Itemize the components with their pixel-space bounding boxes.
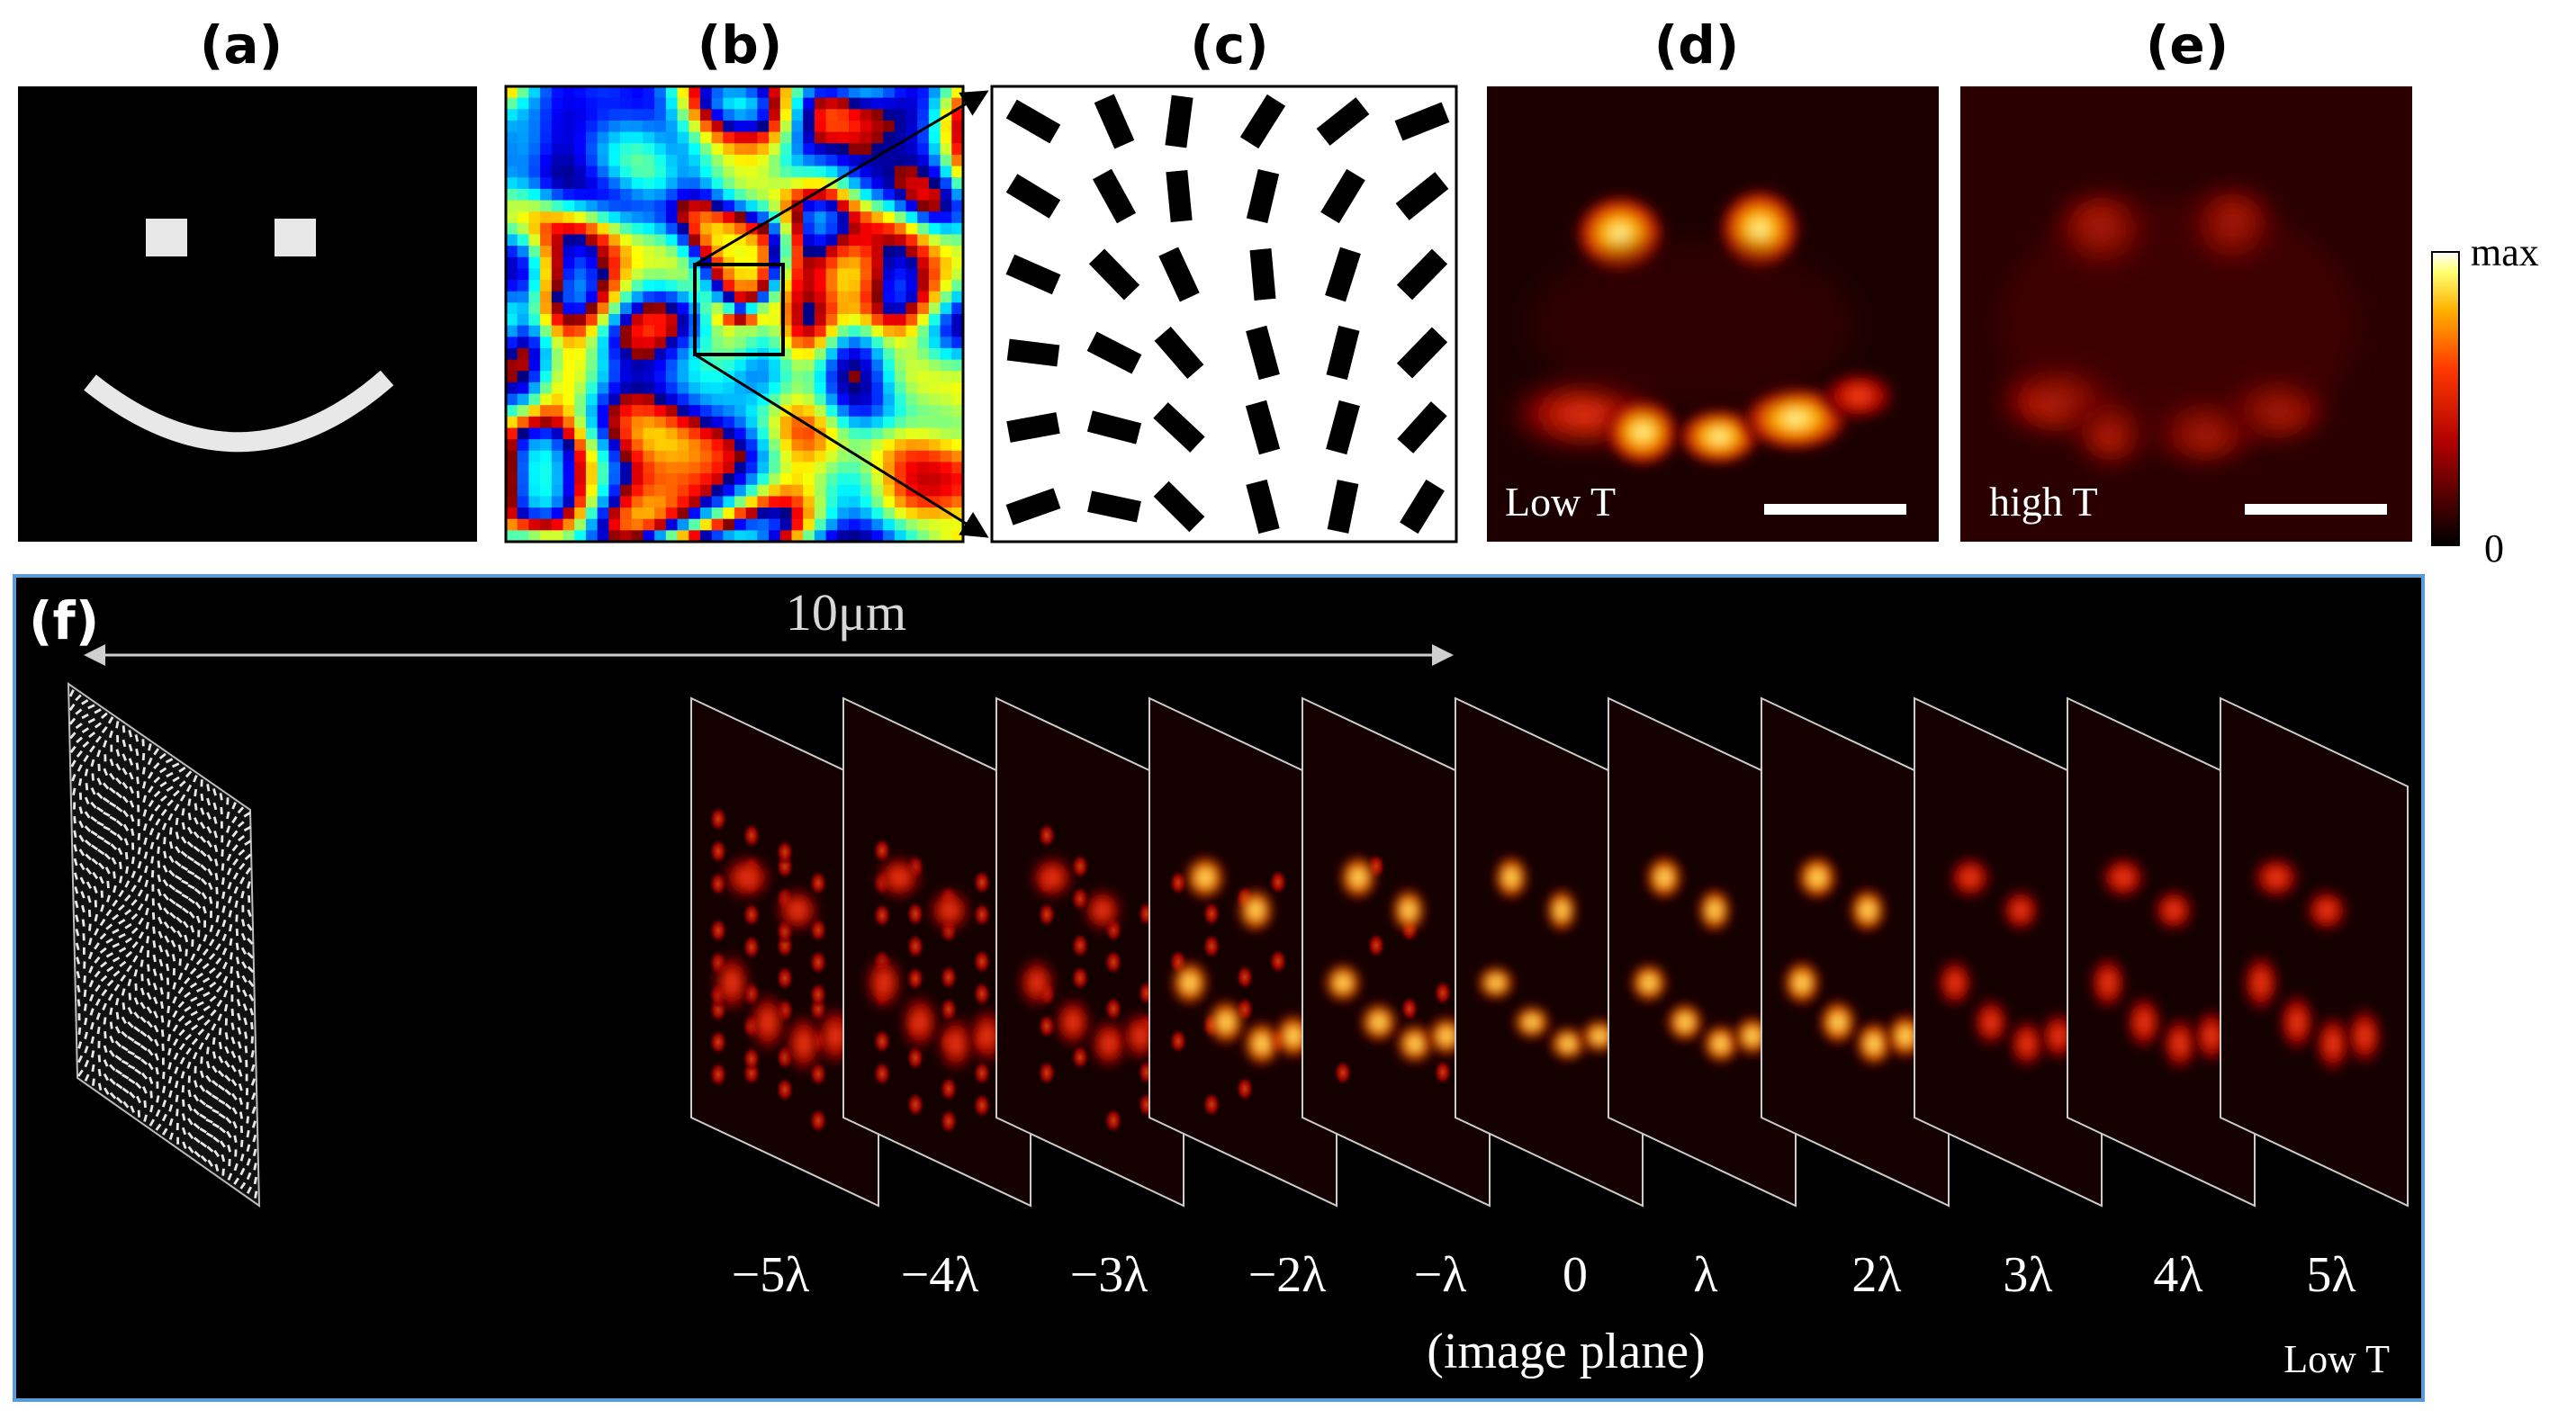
plane-slice bbox=[2220, 696, 2409, 1208]
plane-slice bbox=[2067, 696, 2256, 1208]
scale-bar-e bbox=[2245, 504, 2387, 515]
meta-atom bbox=[1094, 94, 1135, 149]
scale-bar-d bbox=[1764, 504, 1906, 515]
z-label: 3λ bbox=[2003, 1247, 2052, 1303]
z-label: 0 bbox=[1563, 1247, 1588, 1303]
meta-atom bbox=[1087, 490, 1141, 523]
target-smile bbox=[84, 370, 394, 453]
panel-e-reconstruction: high T bbox=[1960, 86, 2412, 542]
meta-atom bbox=[1397, 401, 1447, 454]
panel-label-f: (f) bbox=[29, 590, 99, 651]
meta-atom bbox=[1086, 410, 1142, 445]
z-label: 4λ bbox=[2153, 1247, 2202, 1303]
z-label: 2λ bbox=[1851, 1247, 1901, 1303]
panel-a-target-image bbox=[18, 86, 477, 542]
z-label: −4λ bbox=[901, 1247, 979, 1303]
plane-slice bbox=[1455, 696, 1644, 1208]
meta-atom bbox=[1006, 338, 1060, 367]
plane-slice bbox=[690, 696, 879, 1208]
meta-atom bbox=[1396, 248, 1448, 301]
colorbar: max 0 bbox=[2431, 230, 2539, 570]
colorbar-max-label: max bbox=[2471, 230, 2539, 274]
z-label: −2λ bbox=[1248, 1247, 1327, 1303]
meta-atom bbox=[1395, 172, 1449, 220]
meta-atom bbox=[1246, 325, 1280, 381]
zoom-line-top bbox=[694, 90, 989, 266]
meta-atom bbox=[1006, 412, 1060, 443]
z-label: −3λ bbox=[1070, 1247, 1148, 1303]
panel-label-a: (a) bbox=[200, 14, 283, 76]
meta-atom bbox=[1005, 254, 1061, 295]
meta-atom bbox=[1400, 479, 1445, 534]
meta-atom bbox=[1325, 247, 1361, 302]
panel-label-d: (d) bbox=[1654, 14, 1740, 76]
meta-atom bbox=[1326, 325, 1360, 381]
plane-slice bbox=[1302, 696, 1491, 1208]
meta-atom bbox=[1246, 479, 1280, 534]
meta-atom bbox=[1005, 174, 1061, 219]
image-plane-note: (image plane) bbox=[1427, 1324, 1705, 1379]
meta-atom bbox=[1246, 168, 1280, 224]
plane-slice bbox=[1914, 696, 2103, 1208]
z-label: 5λ bbox=[2306, 1247, 2355, 1303]
colorbar-min-label: 0 bbox=[2484, 526, 2504, 570]
meta-atom bbox=[1396, 327, 1448, 379]
meta-atom bbox=[1086, 331, 1142, 374]
plane-slice bbox=[995, 696, 1184, 1208]
meta-atom bbox=[1166, 169, 1193, 223]
panel-c-meta-atoms bbox=[990, 85, 1458, 543]
meta-atom bbox=[1327, 480, 1359, 534]
meta-atom bbox=[1158, 247, 1200, 302]
plane-slice bbox=[1608, 696, 1797, 1208]
panel-label-e: (e) bbox=[2146, 14, 2229, 76]
z-label: −λ bbox=[1414, 1247, 1467, 1303]
meta-atom bbox=[1153, 480, 1205, 533]
panel-label-b: (b) bbox=[698, 14, 783, 76]
plane-slice bbox=[842, 696, 1031, 1208]
plane-slice bbox=[1761, 696, 1950, 1208]
meta-atom bbox=[1316, 97, 1370, 146]
meta-atom bbox=[1005, 488, 1061, 525]
meta-atom bbox=[1326, 400, 1360, 455]
panel-d-reconstruction: Low T bbox=[1487, 86, 1939, 542]
zoom-box bbox=[693, 263, 785, 356]
meta-atom bbox=[1092, 168, 1137, 224]
metasurface-plate bbox=[67, 682, 261, 1208]
meta-atom bbox=[1154, 326, 1204, 380]
meta-atom bbox=[1165, 94, 1193, 148]
meta-atom bbox=[1153, 402, 1205, 453]
z-position-labels: −5λ −4λ −3λ −2λ −λ 0 λ 2λ 3λ 4λ 5λ bbox=[732, 1247, 2356, 1303]
meta-atom bbox=[1088, 248, 1140, 301]
target-right-eye bbox=[275, 219, 316, 256]
meta-atom bbox=[1239, 94, 1286, 149]
panel-f-temperature-label: Low T bbox=[2283, 1337, 2390, 1381]
panel-f: (f) 10μm −5λ −4λ −3λ −2λ −λ 0 λ 2λ 3λ 4λ… bbox=[13, 574, 2425, 1402]
meta-atom bbox=[1394, 102, 1450, 141]
zoom-line-bottom bbox=[694, 353, 989, 538]
panel-label-c: (c) bbox=[1190, 14, 1268, 76]
target-left-eye bbox=[146, 219, 187, 256]
z-label: −5λ bbox=[732, 1247, 810, 1303]
meta-atom bbox=[1005, 99, 1061, 144]
z-label: λ bbox=[1693, 1247, 1717, 1303]
panel-b-phase-map bbox=[504, 85, 965, 543]
panel-d-label: Low T bbox=[1505, 479, 1616, 525]
meta-atom bbox=[1249, 248, 1276, 301]
distance-label: 10μm bbox=[786, 583, 906, 642]
propagation-planes bbox=[690, 696, 2409, 1208]
panel-e-label: high T bbox=[1989, 479, 2098, 525]
meta-atom bbox=[1245, 400, 1281, 455]
meta-atom bbox=[1320, 168, 1365, 224]
